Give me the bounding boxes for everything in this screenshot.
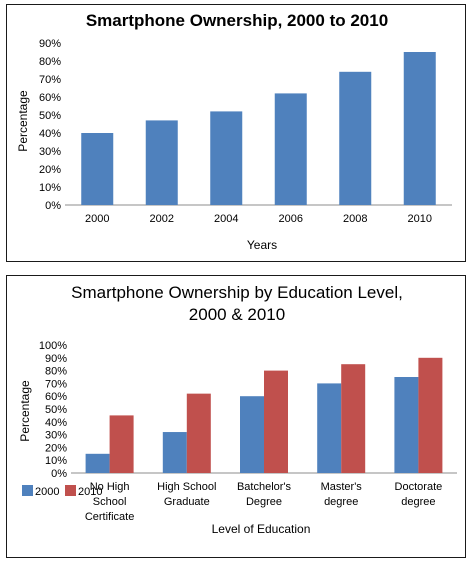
bar-2000 xyxy=(394,377,419,473)
bar-2000 xyxy=(162,432,187,473)
chart-years-svg: Smartphone Ownership, 2000 to 2010 Perce… xyxy=(16,11,452,252)
x-tick-label: Degree xyxy=(246,496,282,508)
x-tick-label: Graduate xyxy=(164,496,210,508)
legend: 2000 2010 xyxy=(22,485,102,498)
chart-education-svg: Smartphone Ownership by Education Level,… xyxy=(18,283,457,536)
y-tick-label: 100% xyxy=(39,340,67,352)
x-tick-label: 2004 xyxy=(214,213,238,225)
y-tick-label: 40% xyxy=(39,128,61,140)
y-tick-label: 50% xyxy=(39,110,61,122)
y-tick-label: 70% xyxy=(45,378,67,390)
bar-2010 xyxy=(341,364,366,473)
y-tick-label: 80% xyxy=(45,366,67,378)
bar xyxy=(403,52,436,205)
bar xyxy=(81,133,114,205)
y-tick-label: 40% xyxy=(45,417,67,429)
x-tick-label: Doctorate xyxy=(395,481,443,493)
x-tick-label: Certificate xyxy=(85,511,135,523)
bar-2010 xyxy=(109,415,134,473)
legend-swatch-2010 xyxy=(65,485,76,496)
x-tick-label: 2010 xyxy=(408,213,432,225)
chart-title-line2: 2000 & 2010 xyxy=(189,305,285,324)
x-axis-label: Years xyxy=(247,238,277,252)
x-tick-label: Batchelor's xyxy=(237,481,292,493)
bar-2000 xyxy=(85,453,110,473)
y-tick-label: 30% xyxy=(45,430,67,442)
bar xyxy=(210,111,243,205)
legend-label-2010: 2010 xyxy=(78,486,102,498)
y-tick-label: 60% xyxy=(39,92,61,104)
y-tick-label: 0% xyxy=(45,200,61,212)
x-tick-label: degree xyxy=(324,496,358,508)
legend-label-2000: 2000 xyxy=(35,486,59,498)
y-tick-label: 50% xyxy=(45,404,67,416)
y-tick-label: 10% xyxy=(45,455,67,467)
y-tick-label: 90% xyxy=(39,38,61,50)
y-tick-label: 20% xyxy=(39,164,61,176)
x-tick-label: 2006 xyxy=(279,213,303,225)
y-tick-label: 60% xyxy=(45,391,67,403)
bar xyxy=(274,93,307,205)
chart-title: Smartphone Ownership, 2000 to 2010 xyxy=(86,11,388,30)
x-tick-label: School xyxy=(93,496,127,508)
bar-2010 xyxy=(186,393,211,473)
bar-2000 xyxy=(317,383,342,473)
y-tick-label: 90% xyxy=(45,353,67,365)
y-axis-label: Percentage xyxy=(16,90,30,152)
chart-panel-years: Smartphone Ownership, 2000 to 2010 Perce… xyxy=(6,4,466,262)
bar-2010 xyxy=(418,357,443,473)
chart-panel-education: Smartphone Ownership by Education Level,… xyxy=(6,275,466,558)
x-tick-label: High School xyxy=(157,481,216,493)
y-tick-label: 80% xyxy=(39,56,61,68)
y-tick-label: 30% xyxy=(39,146,61,158)
x-tick-label: 2000 xyxy=(85,213,109,225)
y-tick-label: 0% xyxy=(51,468,67,480)
y-axis-label: Percentage xyxy=(18,380,32,442)
legend-swatch-2000 xyxy=(22,485,33,496)
x-axis-label: Level of Education xyxy=(212,522,311,536)
x-tick-label: No High xyxy=(90,481,130,493)
bar-2010 xyxy=(264,370,288,473)
x-tick-label: 2008 xyxy=(343,213,367,225)
x-tick-label: 2002 xyxy=(150,213,174,225)
bar xyxy=(339,71,372,205)
y-tick-label: 20% xyxy=(45,442,67,454)
x-tick-label: degree xyxy=(401,496,435,508)
x-tick-label: Master's xyxy=(321,481,363,493)
y-tick-label: 70% xyxy=(39,74,61,86)
bar-2000 xyxy=(240,396,264,473)
bar xyxy=(145,120,178,205)
chart-title-line1: Smartphone Ownership by Education Level, xyxy=(71,283,403,302)
y-tick-label: 10% xyxy=(39,182,61,194)
